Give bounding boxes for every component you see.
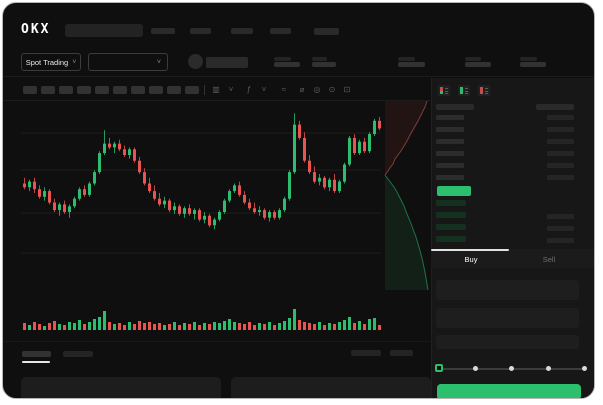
ask-amount-placeholder[interactable]: [547, 127, 574, 132]
pair-selector-dropdown[interactable]: ˅: [88, 53, 168, 71]
bid-price-placeholder[interactable]: [436, 212, 466, 218]
ask-price-placeholder[interactable]: [436, 127, 464, 132]
tab-sell[interactable]: Sell: [542, 255, 556, 264]
ask-amount-placeholder[interactable]: [547, 115, 574, 120]
orderbook-mode-both-icon[interactable]: [438, 85, 450, 96]
panel-divider: [431, 78, 432, 398]
bid-price-placeholder[interactable]: [436, 200, 466, 206]
bottom-tab-active-underline: [22, 361, 50, 363]
ask-price-placeholder[interactable]: [436, 115, 464, 120]
total-input[interactable]: [436, 335, 579, 349]
timeframe-button-1[interactable]: [23, 86, 37, 94]
orderbook-price-header: [436, 104, 474, 110]
candlestick-chart[interactable]: [21, 98, 381, 336]
fullscreen-icon[interactable]: ⊡: [343, 85, 351, 94]
timeframe-button-5[interactable]: [95, 86, 109, 94]
settings-icon[interactable]: ⊙: [328, 85, 336, 94]
last-price-badge: [437, 186, 471, 196]
line-chart-icon[interactable]: ≈: [281, 85, 287, 94]
bid-price-placeholder[interactable]: [436, 236, 466, 242]
ask-price-placeholder[interactable]: [436, 163, 464, 168]
coin-icon: [188, 54, 203, 69]
depth-chart: [384, 100, 429, 291]
buy-tab-indicator: [431, 249, 509, 251]
bottom-control-1[interactable]: [351, 350, 381, 356]
market-type-dropdown[interactable]: Spot Trading ˅: [21, 53, 81, 71]
bid-amount-placeholder[interactable]: [547, 226, 574, 231]
ask-amount-placeholder[interactable]: [547, 175, 574, 180]
bid-price-placeholder[interactable]: [436, 224, 466, 230]
price-input[interactable]: [436, 280, 579, 300]
ask-amount-placeholder[interactable]: [547, 163, 574, 168]
amount-input[interactable]: [436, 308, 579, 328]
slider-dot-75[interactable]: [546, 366, 551, 371]
slider-dot-100[interactable]: [582, 366, 587, 371]
draw-tool-icon[interactable]: ⌀: [299, 85, 305, 94]
nav-item-4[interactable]: [270, 28, 291, 34]
bottom-section-divider: [3, 341, 431, 342]
ask-amount-placeholder[interactable]: [547, 151, 574, 156]
ask-price-placeholder[interactable]: [436, 175, 464, 180]
okx-trading-window: OKX Spot Trading ˅ ˅ ▥: [2, 2, 595, 399]
indicators-icon[interactable]: ƒ: [246, 85, 252, 94]
ask-amount-placeholder[interactable]: [547, 139, 574, 144]
buy-button[interactable]: [437, 384, 581, 398]
orderbook-mode-asks-icon[interactable]: [478, 85, 490, 96]
timeframe-button-9[interactable]: [167, 86, 181, 94]
ask-price-placeholder[interactable]: [436, 139, 464, 144]
nav-item-1[interactable]: [151, 28, 175, 34]
trade-tab-bar: [431, 249, 594, 268]
timeframe-button-3[interactable]: [59, 86, 73, 94]
chevron-down-icon[interactable]: ˅: [228, 85, 234, 94]
bid-amount-placeholder[interactable]: [547, 238, 574, 243]
bottom-panel-right: [231, 377, 431, 398]
chevron-down-icon: ˅: [156, 58, 161, 66]
camera-icon[interactable]: ◎: [313, 85, 321, 94]
pair-name-placeholder: [206, 57, 248, 68]
bottom-tab-2[interactable]: [63, 351, 93, 357]
timeframe-button-2[interactable]: [41, 86, 55, 94]
bid-amount-placeholder[interactable]: [547, 214, 574, 219]
orderbook-mode-bids-icon[interactable]: [458, 85, 470, 96]
header-divider: [3, 76, 594, 77]
timeframe-button-6[interactable]: [113, 86, 127, 94]
timeframe-button-7[interactable]: [131, 86, 145, 94]
tab-buy[interactable]: Buy: [464, 255, 478, 264]
orderbook-amount-header: [536, 104, 574, 110]
nav-item-5[interactable]: [314, 28, 339, 35]
bottom-tab-active[interactable]: [22, 351, 51, 357]
market-type-label: Spot Trading: [25, 57, 69, 67]
bottom-control-2[interactable]: [390, 350, 413, 356]
timeframe-button-10[interactable]: [185, 86, 199, 94]
toolbar-divider-bottom: [3, 100, 431, 101]
okx-logo: OKX: [21, 22, 51, 37]
slider-dot-25[interactable]: [473, 366, 478, 371]
nav-item-2[interactable]: [190, 28, 211, 34]
slider-dot-50[interactable]: [509, 366, 514, 371]
bottom-panel-left: [21, 377, 221, 398]
timeframe-button-8[interactable]: [149, 86, 163, 94]
toolbar-divider: [204, 85, 205, 95]
chart-type-icon[interactable]: ▥: [212, 85, 220, 94]
chevron-down-icon: ˅: [72, 58, 77, 66]
slider-handle[interactable]: [435, 364, 443, 372]
search-input[interactable]: [65, 24, 143, 37]
chevron-down-icon[interactable]: ˅: [261, 85, 267, 94]
nav-item-3[interactable]: [231, 28, 253, 34]
ask-price-placeholder[interactable]: [436, 151, 464, 156]
timeframe-button-4[interactable]: [77, 86, 91, 94]
